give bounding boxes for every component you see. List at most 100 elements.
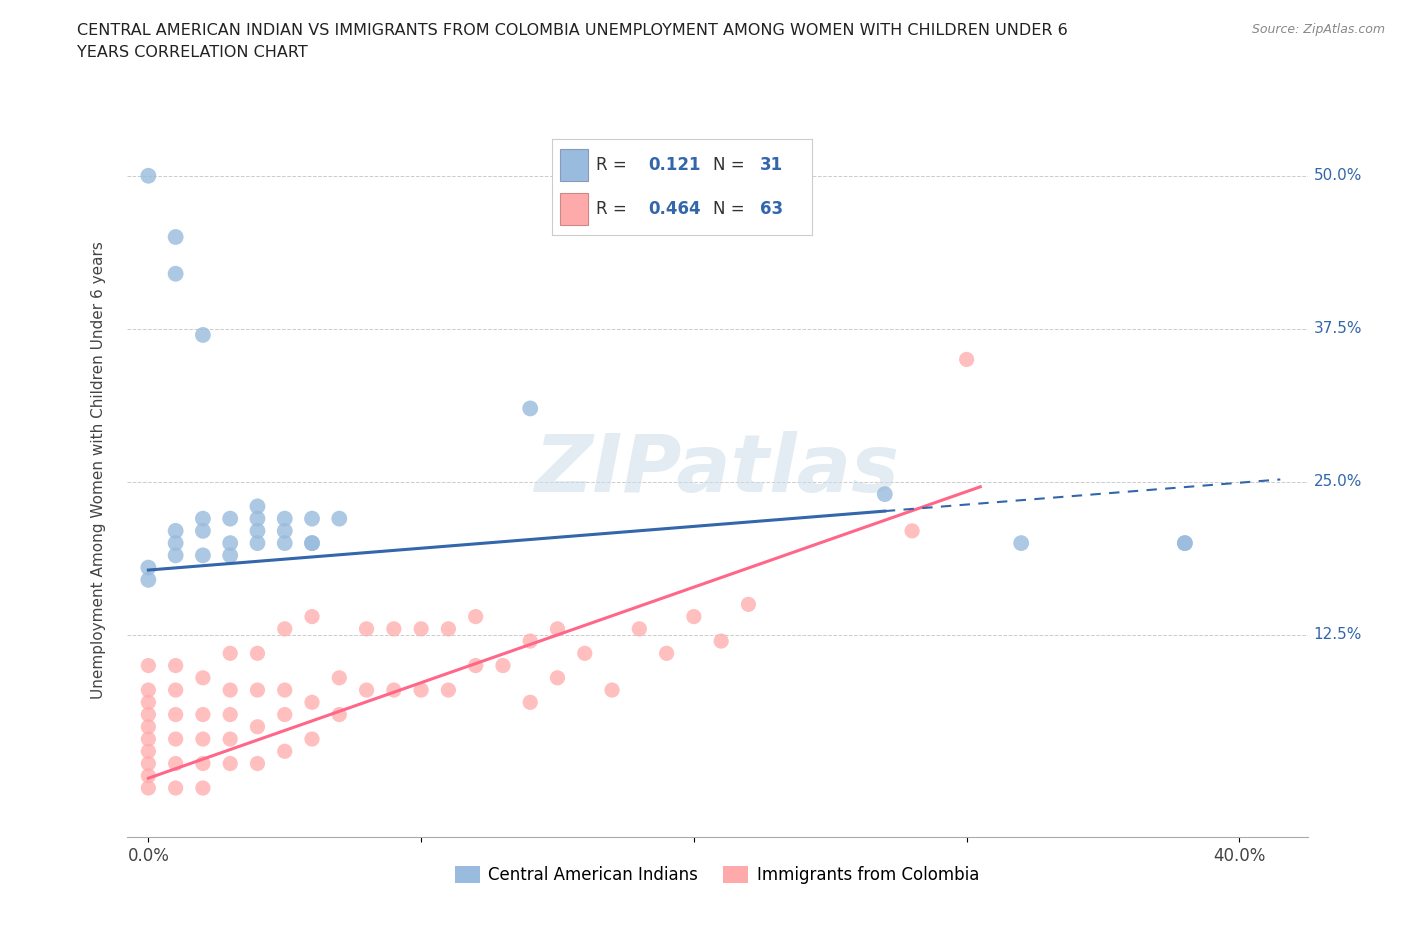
Point <box>138 744 160 759</box>
Point <box>411 683 433 698</box>
Point <box>191 732 214 747</box>
Point <box>138 756 160 771</box>
Point <box>138 168 160 183</box>
Point <box>219 683 242 698</box>
Point <box>219 732 242 747</box>
Point <box>301 536 323 551</box>
Point <box>492 658 515 673</box>
Point <box>655 646 678 661</box>
Point <box>437 683 460 698</box>
Point <box>301 695 323 710</box>
Y-axis label: Unemployment Among Women with Children Under 6 years: Unemployment Among Women with Children U… <box>91 241 105 698</box>
Point <box>219 756 242 771</box>
Point <box>464 609 486 624</box>
Text: ZIPatlas: ZIPatlas <box>534 431 900 509</box>
Point <box>246 524 269 538</box>
Point <box>274 512 297 526</box>
Text: Source: ZipAtlas.com: Source: ZipAtlas.com <box>1251 23 1385 36</box>
Point <box>274 524 297 538</box>
Point <box>356 621 378 636</box>
Point <box>411 621 433 636</box>
Point <box>138 732 160 747</box>
Point <box>683 609 706 624</box>
Point <box>138 695 160 710</box>
Point <box>219 646 242 661</box>
Point <box>246 646 269 661</box>
Point <box>301 609 323 624</box>
Point <box>219 548 242 563</box>
Point <box>191 707 214 722</box>
Point <box>1174 536 1197 551</box>
Point <box>165 732 187 747</box>
Point <box>956 352 979 367</box>
Point <box>1010 536 1032 551</box>
Point <box>138 658 160 673</box>
Point <box>737 597 759 612</box>
Point <box>219 536 242 551</box>
Point <box>165 683 187 698</box>
Point <box>165 536 187 551</box>
Text: 12.5%: 12.5% <box>1313 628 1362 643</box>
Legend: Central American Indians, Immigrants from Colombia: Central American Indians, Immigrants fro… <box>449 859 986 891</box>
Point <box>138 720 160 735</box>
Point <box>219 707 242 722</box>
Point <box>246 512 269 526</box>
Point <box>165 707 187 722</box>
Point <box>138 707 160 722</box>
Point <box>437 621 460 636</box>
Point <box>1174 536 1197 551</box>
Point <box>191 671 214 685</box>
Point <box>191 512 214 526</box>
Point <box>138 573 160 588</box>
Point <box>138 560 160 575</box>
Point <box>301 536 323 551</box>
Text: 37.5%: 37.5% <box>1313 322 1362 337</box>
Point <box>191 524 214 538</box>
Point <box>191 327 214 342</box>
Point <box>628 621 651 636</box>
Point <box>710 633 733 648</box>
Point <box>382 683 405 698</box>
Point <box>246 536 269 551</box>
Point <box>382 621 405 636</box>
Point <box>246 720 269 735</box>
Point <box>138 683 160 698</box>
Point <box>138 768 160 783</box>
Point <box>246 499 269 514</box>
Point <box>328 707 350 722</box>
Point <box>274 536 297 551</box>
Point <box>328 512 350 526</box>
Text: CENTRAL AMERICAN INDIAN VS IMMIGRANTS FROM COLOMBIA UNEMPLOYMENT AMONG WOMEN WIT: CENTRAL AMERICAN INDIAN VS IMMIGRANTS FR… <box>77 23 1069 38</box>
Point <box>165 780 187 795</box>
Point <box>165 524 187 538</box>
Point <box>274 707 297 722</box>
Point <box>301 512 323 526</box>
Point <box>246 756 269 771</box>
Point <box>274 744 297 759</box>
Point <box>547 671 569 685</box>
Point <box>138 780 160 795</box>
Point <box>301 732 323 747</box>
Point <box>246 683 269 698</box>
Point <box>165 756 187 771</box>
Point <box>191 756 214 771</box>
Text: 25.0%: 25.0% <box>1313 474 1362 489</box>
Point <box>464 658 486 673</box>
Point <box>165 266 187 281</box>
Point <box>219 512 242 526</box>
Point <box>165 658 187 673</box>
Point <box>165 548 187 563</box>
Point <box>547 621 569 636</box>
Point <box>274 621 297 636</box>
Point <box>901 524 924 538</box>
Point <box>191 780 214 795</box>
Point <box>191 548 214 563</box>
Text: 50.0%: 50.0% <box>1313 168 1362 183</box>
Text: YEARS CORRELATION CHART: YEARS CORRELATION CHART <box>77 45 308 60</box>
Point <box>574 646 596 661</box>
Point <box>274 683 297 698</box>
Point <box>600 683 623 698</box>
Point <box>165 230 187 245</box>
Point <box>328 671 350 685</box>
Point <box>873 486 896 501</box>
